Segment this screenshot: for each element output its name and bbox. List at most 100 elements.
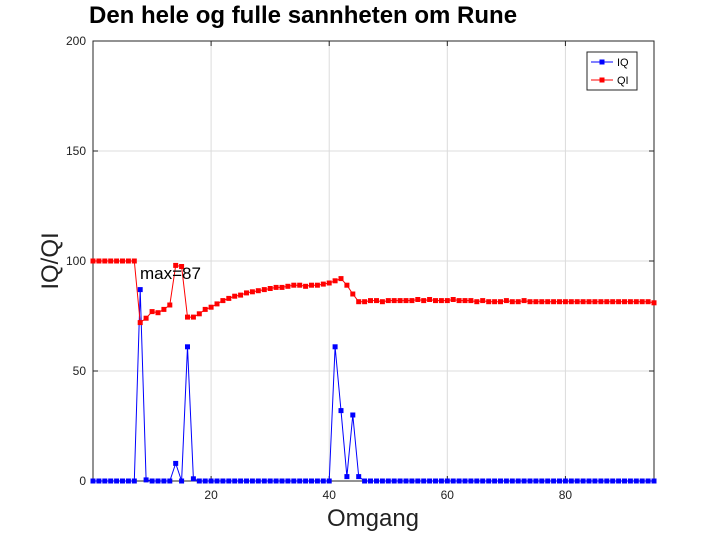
point-iq xyxy=(551,478,557,484)
point-qi xyxy=(397,298,403,304)
point-qi xyxy=(368,298,373,304)
point-qi xyxy=(379,299,385,305)
point-qi xyxy=(527,299,533,305)
point-qi xyxy=(598,299,604,305)
y-tick-label: 200 xyxy=(66,34,86,48)
point-iq xyxy=(220,478,226,484)
point-iq xyxy=(527,478,533,484)
point-qi xyxy=(356,299,362,305)
point-iq xyxy=(208,478,214,484)
point-qi xyxy=(622,299,627,305)
point-qi xyxy=(291,282,297,288)
legend: IQ QI xyxy=(586,51,638,91)
point-qi xyxy=(314,282,320,288)
point-qi xyxy=(108,258,114,264)
point-iq xyxy=(568,478,574,484)
point-iq xyxy=(167,478,173,484)
point-iq xyxy=(314,478,320,484)
point-iq xyxy=(249,478,255,484)
point-iq xyxy=(297,478,303,484)
point-iq xyxy=(480,478,486,484)
point-qi xyxy=(303,283,309,289)
point-qi xyxy=(562,299,568,305)
legend-marker-iq xyxy=(599,59,605,65)
point-qi xyxy=(385,298,391,304)
point-qi xyxy=(651,300,657,306)
point-iq xyxy=(120,478,125,484)
point-iq xyxy=(468,478,474,484)
point-iq xyxy=(90,478,96,484)
point-qi xyxy=(409,298,415,304)
point-qi xyxy=(190,314,196,320)
point-iq xyxy=(244,478,249,484)
point-iq xyxy=(344,474,350,480)
point-qi xyxy=(480,298,486,304)
point-iq xyxy=(196,478,202,484)
point-iq xyxy=(326,478,332,484)
point-qi xyxy=(102,258,108,264)
point-qi xyxy=(255,288,261,294)
point-iq xyxy=(627,478,633,484)
point-qi xyxy=(226,295,232,301)
point-qi xyxy=(374,298,379,304)
point-qi xyxy=(456,298,462,304)
legend-marker-qi xyxy=(599,77,605,83)
point-qi xyxy=(586,299,592,305)
point-qi xyxy=(249,289,255,295)
x-tick-label: 60 xyxy=(441,488,455,502)
point-iq xyxy=(503,478,509,484)
point-qi xyxy=(604,299,610,305)
point-iq xyxy=(232,478,238,484)
point-qi xyxy=(350,291,356,297)
chart-title: Den hele og fulle sannheten om Rune xyxy=(89,2,517,29)
point-iq xyxy=(226,478,232,484)
point-qi xyxy=(185,314,190,320)
point-qi xyxy=(474,299,480,305)
point-iq xyxy=(391,478,397,484)
point-qi xyxy=(214,301,220,307)
point-iq xyxy=(610,478,616,484)
point-qi xyxy=(627,299,633,305)
max-annotation: max=87 xyxy=(140,264,201,283)
point-iq xyxy=(96,478,102,484)
point-iq xyxy=(125,478,131,484)
point-iq xyxy=(498,478,503,484)
point-iq xyxy=(557,478,562,484)
point-qi xyxy=(143,315,149,321)
point-iq xyxy=(291,478,297,484)
point-iq xyxy=(261,478,267,484)
point-qi xyxy=(444,298,450,304)
point-qi xyxy=(421,298,427,304)
point-iq xyxy=(592,478,598,484)
point-qi xyxy=(173,262,179,268)
x-axis-label: Omgang xyxy=(327,505,419,532)
legend-label-iq: IQ xyxy=(617,57,629,69)
point-qi xyxy=(261,287,267,293)
point-iq xyxy=(415,478,421,484)
point-iq xyxy=(397,478,403,484)
point-iq xyxy=(421,478,427,484)
point-qi xyxy=(492,299,498,305)
point-iq xyxy=(598,478,604,484)
point-qi xyxy=(96,258,102,264)
point-iq xyxy=(332,344,338,350)
point-iq xyxy=(633,478,639,484)
legend-label-qi: QI xyxy=(617,75,629,87)
point-iq xyxy=(137,287,143,293)
point-qi xyxy=(415,297,421,302)
point-qi xyxy=(273,284,279,290)
point-iq xyxy=(427,478,433,484)
point-iq xyxy=(385,478,391,484)
point-iq xyxy=(533,478,539,484)
point-qi xyxy=(120,258,125,264)
point-iq xyxy=(155,478,161,484)
point-iq xyxy=(456,478,462,484)
point-iq xyxy=(645,478,651,484)
point-iq xyxy=(492,478,498,484)
point-qi xyxy=(320,281,326,287)
point-iq xyxy=(651,478,657,484)
point-qi xyxy=(438,298,444,304)
point-iq xyxy=(267,478,273,484)
point-iq xyxy=(616,478,622,484)
